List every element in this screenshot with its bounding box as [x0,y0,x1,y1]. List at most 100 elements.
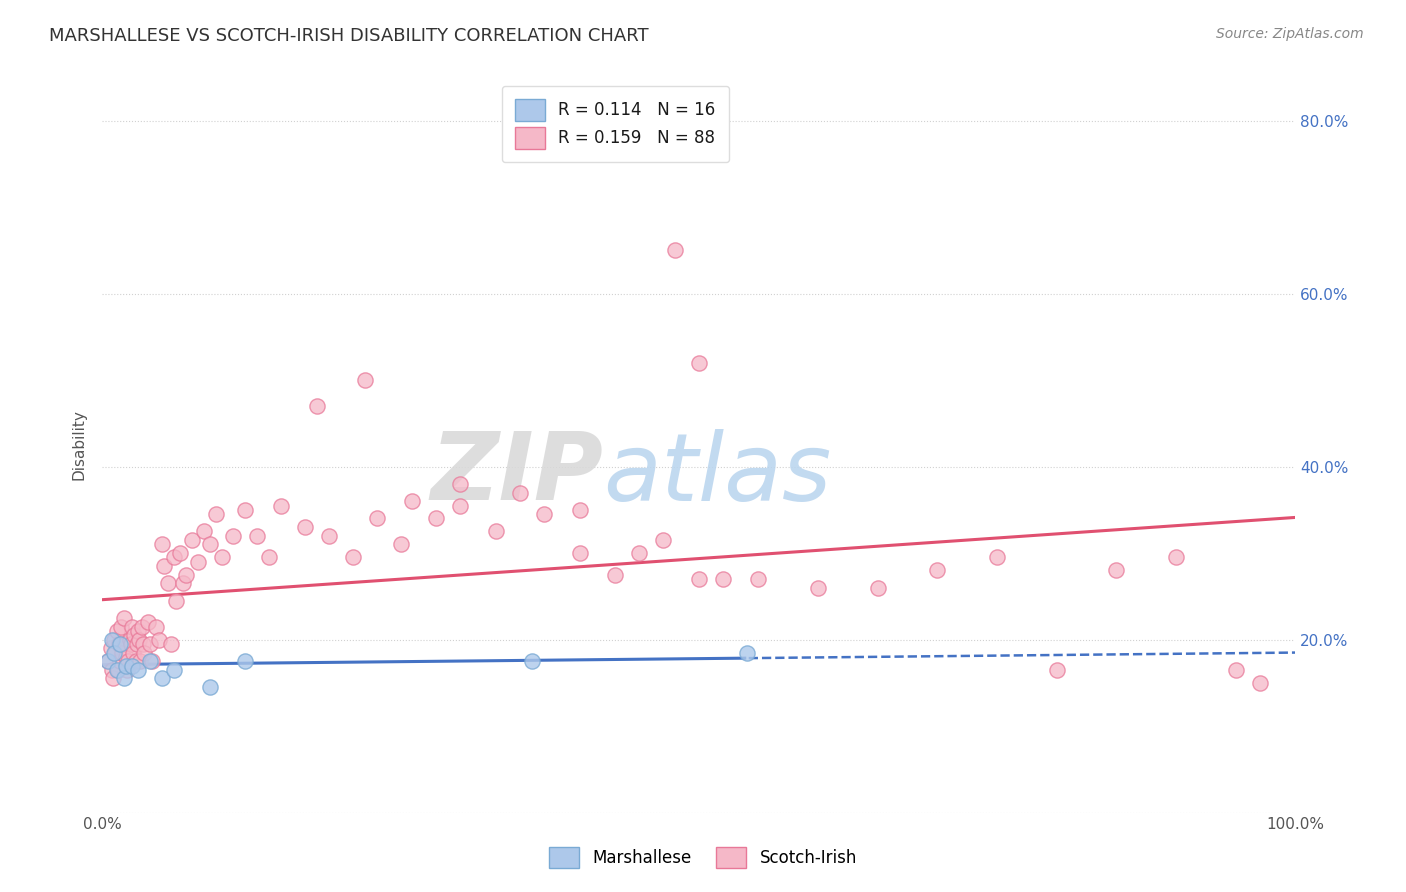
Point [568,546,591,560]
Point [425,511,447,525]
Point [807,581,830,595]
Point [150,537,173,551]
Point [131,619,153,633]
Point [124,654,146,668]
Point [711,572,734,586]
Text: atlas: atlas [603,429,831,520]
Point [259,550,281,565]
Point [174,567,197,582]
Point [211,550,233,565]
Point [105,624,128,638]
Point [139,637,162,651]
Point [866,581,889,595]
Point [101,672,124,686]
Point [198,537,221,551]
Point [132,646,155,660]
Point [1249,675,1271,690]
Point [112,611,135,625]
Point [129,654,152,668]
Point [449,476,471,491]
Point [117,663,139,677]
Point [121,658,143,673]
Point [165,593,187,607]
Point [449,499,471,513]
Point [305,399,328,413]
Point [105,663,128,677]
Point [108,637,131,651]
Point [128,632,150,647]
Point [485,524,508,539]
Point [342,550,364,565]
Point [127,663,149,677]
Point [118,632,141,647]
Point [104,646,127,660]
Point [160,637,183,651]
Point [145,619,167,633]
Point [605,567,627,582]
Point [688,356,710,370]
Point [180,533,202,548]
Point [100,663,122,677]
Point [139,654,162,668]
Point [122,646,145,660]
Point [353,373,375,387]
Legend: Marshallese, Scotch-Irish: Marshallese, Scotch-Irish [543,840,863,875]
Point [294,520,316,534]
Point [108,637,131,651]
Point [141,654,163,668]
Point [124,628,146,642]
Point [198,680,221,694]
Point [117,654,139,668]
Point [150,672,173,686]
Point [169,546,191,560]
Point [520,654,543,668]
Point [156,576,179,591]
Point [1105,563,1128,577]
Text: Source: ZipAtlas.com: Source: ZipAtlas.com [1216,27,1364,41]
Text: ZIP: ZIP [430,428,603,520]
Point [108,654,131,668]
Point [100,641,122,656]
Point [366,511,388,525]
Point [1166,550,1188,565]
Point [111,646,134,660]
Point [172,576,194,591]
Point [103,646,125,660]
Point [664,244,686,258]
Point [100,632,122,647]
Point [97,654,120,668]
Point [125,637,148,651]
Point [97,654,120,668]
Point [163,550,186,565]
Point [115,649,138,664]
Point [652,533,675,548]
Point [246,529,269,543]
Point [107,663,129,677]
Point [1225,663,1247,677]
Point [120,637,142,651]
Point [110,619,132,633]
Point [927,563,949,577]
Point [389,537,412,551]
Point [127,624,149,638]
Point [153,559,176,574]
Point [103,632,125,647]
Point [509,485,531,500]
Point [628,546,651,560]
Point [735,646,758,660]
Point [270,499,292,513]
Text: MARSHALLESE VS SCOTCH-IRISH DISABILITY CORRELATION CHART: MARSHALLESE VS SCOTCH-IRISH DISABILITY C… [49,27,648,45]
Point [136,615,159,630]
Point [747,572,769,586]
Point [115,658,138,673]
Point [148,632,170,647]
Point [401,494,423,508]
Point [235,503,257,517]
Point [318,529,340,543]
Y-axis label: Disability: Disability [72,409,86,481]
Legend: R = 0.114   N = 16, R = 0.159   N = 88: R = 0.114 N = 16, R = 0.159 N = 88 [502,86,728,162]
Point [533,507,555,521]
Point [121,619,143,633]
Point [235,654,257,668]
Point [986,550,1008,565]
